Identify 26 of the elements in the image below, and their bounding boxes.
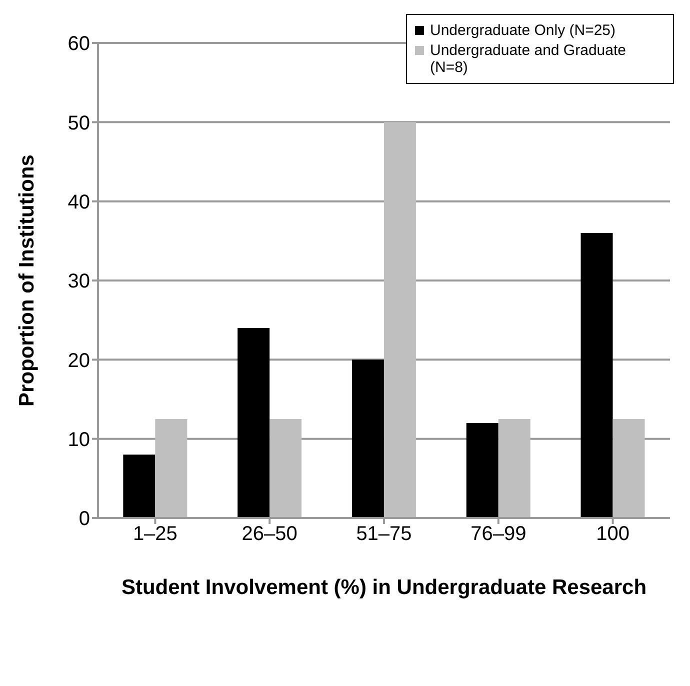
bar	[155, 419, 188, 518]
x-tick-label: 1–25	[132, 523, 178, 546]
y-tick-label: 10	[68, 428, 90, 451]
y-tick-label: 20	[68, 350, 90, 372]
bar	[384, 122, 416, 518]
y-tick-label: 60	[68, 33, 90, 56]
y-tick-label: 0	[78, 508, 90, 530]
y-tick-label: 40	[68, 191, 90, 214]
bar	[352, 360, 384, 518]
bar	[466, 423, 498, 518]
bar	[123, 454, 156, 518]
x-tick-label: 76–99	[470, 523, 526, 546]
y-tick-label: 30	[68, 270, 90, 293]
x-tick-label: 100	[596, 523, 630, 546]
bar	[498, 419, 530, 518]
x-tick-label: 26–50	[242, 523, 298, 546]
bar	[238, 328, 270, 518]
legend-label: Undergraduate Only (N=25)	[430, 22, 616, 39]
bar	[270, 419, 302, 518]
legend-label: Undergraduate and Graduate (N=8)	[430, 42, 627, 76]
x-tick-label: 51–75	[356, 523, 412, 546]
bar	[580, 233, 613, 518]
y-tick-label: 50	[68, 112, 90, 134]
bar	[612, 419, 645, 518]
x-axis-title: Student Involvement (%) in Undergraduate Research	[121, 576, 647, 599]
y-axis-title: Proportion of Institutions	[15, 154, 38, 406]
